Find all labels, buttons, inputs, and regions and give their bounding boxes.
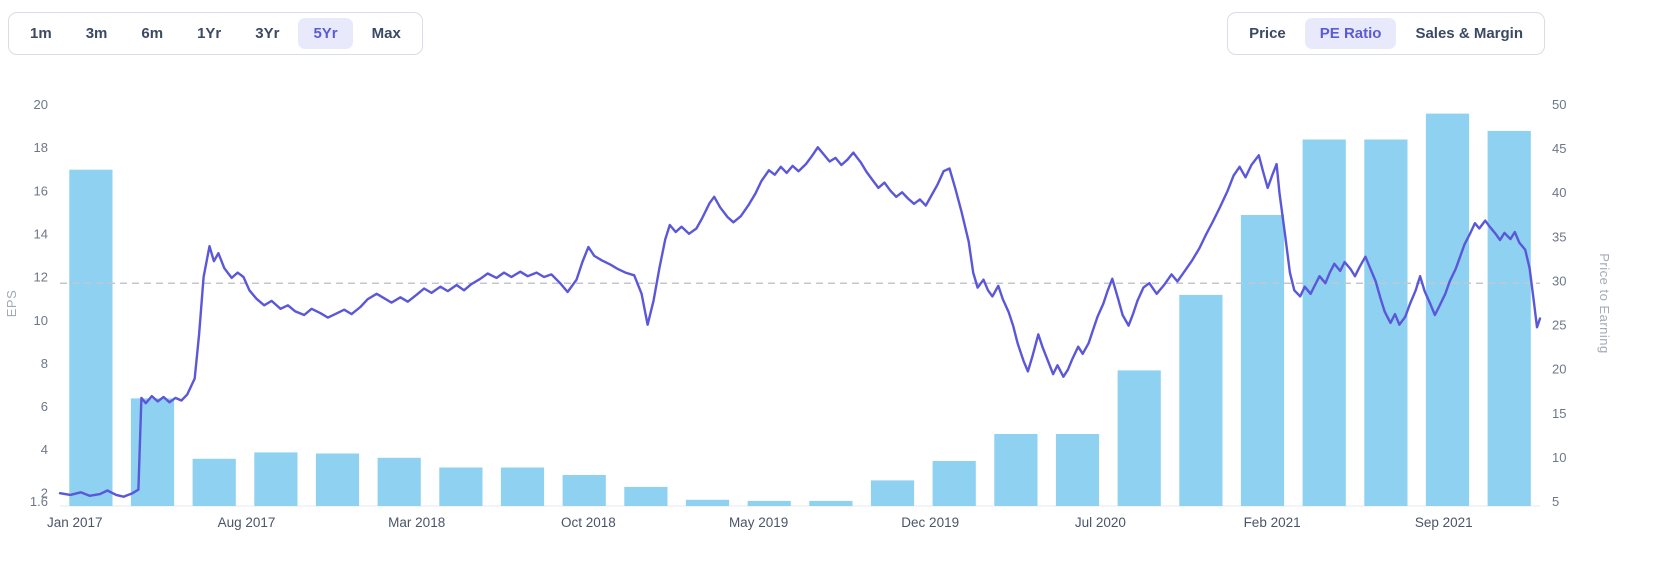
y-right-tick-label: 20	[1552, 362, 1566, 377]
eps-bar[interactable]	[994, 434, 1038, 506]
y-right-tick-label: 40	[1552, 185, 1566, 200]
view-button-pe-ratio[interactable]: PE Ratio	[1304, 18, 1397, 49]
eps-bar[interactable]	[685, 499, 730, 506]
range-button-6m[interactable]: 6m	[126, 18, 178, 49]
y-left-tick-label: 12	[34, 270, 48, 285]
range-button-1yr[interactable]: 1Yr	[182, 18, 236, 49]
pe-ratio-line[interactable]	[58, 146, 1542, 498]
y-right-tick-label: 50	[1552, 97, 1566, 112]
y-left-tick-label: 18	[34, 140, 48, 155]
stock-chart-page: 1m 3m 6m 1Yr 3Yr 5Yr Max Price PE Ratio …	[0, 0, 1675, 565]
eps-bar[interactable]	[624, 486, 668, 506]
eps-bar[interactable]	[809, 500, 853, 506]
range-button-5yr[interactable]: 5Yr	[298, 18, 353, 49]
view-button-sales-margin[interactable]: Sales & Margin	[1400, 18, 1538, 49]
eps-bar[interactable]	[1055, 434, 1100, 506]
y-right-tick-label: 15	[1552, 406, 1566, 421]
y-right-tick-label: 35	[1552, 229, 1566, 244]
eps-bar[interactable]	[870, 480, 915, 506]
eps-bar[interactable]	[1179, 294, 1223, 506]
x-axis-label: Aug 2017	[218, 515, 276, 530]
y-left-tick-label: 10	[34, 313, 48, 328]
x-axis-label: Mar 2018	[388, 515, 445, 530]
y-left-tick-label: 1.6	[30, 494, 48, 509]
x-axis-label: Oct 2018	[561, 515, 616, 530]
y-left-tick-label: 20	[34, 97, 48, 112]
view-button-price[interactable]: Price	[1234, 18, 1301, 49]
y-left-axis-title: EPS	[4, 290, 19, 318]
y-right-tick-label: 30	[1552, 273, 1566, 288]
y-left-tick-label: 8	[41, 356, 48, 371]
range-button-3m[interactable]: 3m	[71, 18, 123, 49]
eps-bar[interactable]	[315, 453, 360, 507]
x-axis-label: Dec 2019	[901, 515, 959, 530]
y-right-tick-label: 10	[1552, 450, 1566, 465]
range-button-3yr[interactable]: 3Yr	[240, 18, 294, 49]
x-axis-label: Jan 2017	[47, 515, 103, 530]
y-left-tick-label: 6	[41, 399, 48, 414]
y-right-tick-label: 25	[1552, 318, 1566, 333]
x-axis-label: Sep 2021	[1415, 515, 1473, 530]
range-selector: 1m 3m 6m 1Yr 3Yr 5Yr Max	[8, 12, 423, 55]
y-left-tick-label: 16	[34, 183, 48, 198]
y-right-tick-label: 45	[1552, 141, 1566, 156]
x-axis-label: Jul 2020	[1075, 515, 1126, 530]
eps-bar[interactable]	[377, 457, 421, 506]
eps-bar[interactable]	[439, 467, 483, 507]
eps-bar[interactable]	[1302, 139, 1346, 507]
y-right-axis-title: Price to Earning	[1597, 253, 1612, 354]
y-left-tick-label: 14	[34, 227, 48, 242]
combo-chart: 20 18 16 14 12 10 8 6 4 2 1.6 50 45 40 35 30 25 20 15 10 5 Ja…	[0, 65, 1675, 565]
y-left-tick-label: 2	[41, 485, 48, 500]
toolbar: 1m 3m 6m 1Yr 3Yr 5Yr Max Price PE Ratio …	[0, 0, 1675, 55]
view-selector: Price PE Ratio Sales & Margin	[1227, 12, 1545, 55]
range-button-max[interactable]: Max	[357, 18, 416, 49]
x-axis-label: May 2019	[729, 515, 788, 530]
eps-bar[interactable]	[1117, 370, 1161, 506]
pe-chart-canvas[interactable]: 20 18 16 14 12 10 8 6 4 21.6 50 45 40 35 30 25 20 15 10 5 Ja…	[0, 65, 1675, 565]
x-axis-label: Feb 2021	[1244, 515, 1301, 530]
eps-bar[interactable]	[69, 169, 113, 506]
eps-bar[interactable]	[747, 500, 791, 506]
y-left-tick-label: 4	[41, 442, 48, 457]
eps-bar[interactable]	[562, 475, 606, 506]
eps-bar[interactable]	[932, 461, 976, 506]
eps-bar[interactable]	[1487, 130, 1531, 506]
eps-bar[interactable]	[1240, 215, 1285, 506]
eps-bar[interactable]	[192, 458, 236, 506]
y-right-tick-label: 5	[1552, 494, 1559, 509]
eps-bar[interactable]	[254, 452, 298, 506]
range-button-1m[interactable]: 1m	[15, 18, 67, 49]
eps-bar[interactable]	[500, 467, 545, 507]
